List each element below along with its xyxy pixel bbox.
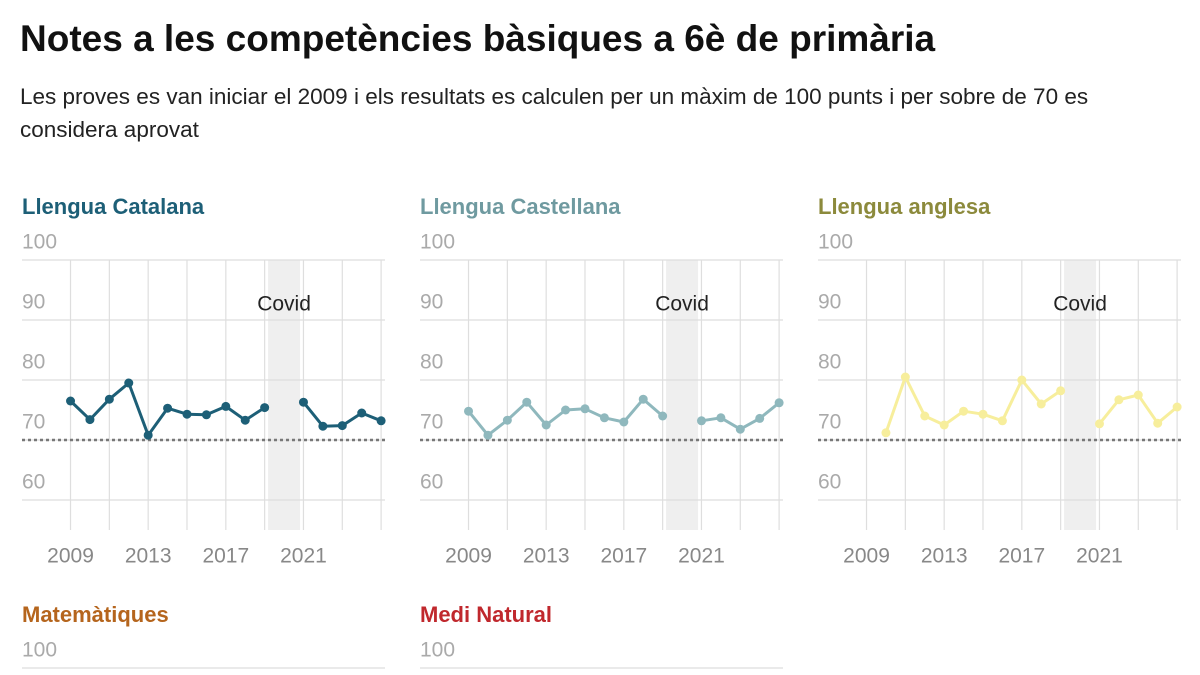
point xyxy=(939,420,949,430)
point xyxy=(66,396,76,406)
point xyxy=(900,372,910,382)
point xyxy=(735,424,745,434)
point xyxy=(1036,399,1046,409)
point xyxy=(561,405,571,415)
header: Notes a les competències bàsiques a 6è d… xyxy=(20,18,1130,146)
point xyxy=(920,411,930,421)
point xyxy=(143,430,153,440)
point xyxy=(1153,418,1163,428)
point xyxy=(483,430,493,440)
x-tick-label: 2009 xyxy=(445,545,492,568)
y-tick-label: 60 xyxy=(22,471,45,494)
annotation: Covid xyxy=(257,293,311,316)
y-tick-label: 100 xyxy=(22,231,57,254)
point xyxy=(104,394,114,404)
point xyxy=(318,421,328,431)
y-tick-label: 100 xyxy=(420,231,455,254)
point xyxy=(755,413,765,423)
x-tick-label: 2021 xyxy=(1076,545,1123,568)
y-tick-label: 100 xyxy=(22,639,57,662)
y-tick-label: 90 xyxy=(420,291,443,314)
point xyxy=(619,417,629,427)
x-tick-label: 2013 xyxy=(921,545,968,568)
y-tick-label: 100 xyxy=(420,639,455,662)
point xyxy=(1133,390,1143,400)
y-tick-label: 60 xyxy=(818,471,841,494)
point xyxy=(376,416,386,426)
x-tick-label: 2009 xyxy=(843,545,890,568)
point xyxy=(997,416,1007,426)
point xyxy=(240,415,250,425)
y-tick-label: 80 xyxy=(22,351,45,374)
y-tick-label: 70 xyxy=(818,411,841,434)
y-tick-label: 60 xyxy=(420,471,443,494)
point xyxy=(1056,386,1066,396)
y-tick-label: 80 xyxy=(420,351,443,374)
y-tick-label: 100 xyxy=(818,231,853,254)
point xyxy=(124,378,134,388)
y-tick-label: 70 xyxy=(420,411,443,434)
point xyxy=(163,403,173,413)
point xyxy=(1172,402,1182,412)
point xyxy=(541,420,551,430)
x-tick-label: 2017 xyxy=(600,545,647,568)
point xyxy=(881,428,891,438)
y-tick-label: 90 xyxy=(22,291,45,314)
point xyxy=(298,397,308,407)
x-tick-label: 2021 xyxy=(678,545,725,568)
panel-title: Llengua anglesa xyxy=(818,194,991,219)
x-tick-label: 2017 xyxy=(998,545,1045,568)
point xyxy=(464,406,474,416)
point xyxy=(658,411,668,421)
point xyxy=(1017,375,1027,385)
x-tick-label: 2021 xyxy=(280,545,327,568)
point xyxy=(1094,419,1104,429)
x-tick-label: 2017 xyxy=(202,545,249,568)
point xyxy=(580,404,590,414)
point xyxy=(978,409,988,419)
point xyxy=(959,406,969,416)
point xyxy=(182,409,192,419)
point xyxy=(337,421,347,431)
panel-title: Matemàtiques xyxy=(22,602,169,627)
point xyxy=(357,408,367,418)
panel-title: Llengua Castellana xyxy=(420,194,621,219)
point xyxy=(599,413,609,423)
annotation: Covid xyxy=(655,293,709,316)
y-tick-label: 80 xyxy=(818,351,841,374)
panel-title: Medi Natural xyxy=(420,602,552,627)
x-tick-label: 2009 xyxy=(47,545,94,568)
x-tick-label: 2013 xyxy=(125,545,172,568)
point xyxy=(260,403,270,413)
series-line xyxy=(884,375,1179,434)
point xyxy=(502,415,512,425)
y-tick-label: 90 xyxy=(818,291,841,314)
point xyxy=(774,398,784,408)
point xyxy=(638,394,648,404)
title: Notes a les competències bàsiques a 6è d… xyxy=(20,18,936,59)
annotation: Covid xyxy=(1053,293,1107,316)
covid-band xyxy=(268,260,301,530)
point xyxy=(696,416,706,426)
y-tick-label: 70 xyxy=(22,411,45,434)
panel-title: Llengua Catalana xyxy=(22,194,205,219)
point xyxy=(221,401,231,411)
covid-band xyxy=(1064,260,1097,530)
x-tick-label: 2013 xyxy=(523,545,570,568)
covid-band xyxy=(666,260,699,530)
point xyxy=(85,415,95,425)
subtitle: Les proves es van iniciar el 2009 i els … xyxy=(20,84,1089,142)
point xyxy=(716,413,726,423)
point xyxy=(522,397,532,407)
point xyxy=(1114,395,1124,405)
point xyxy=(201,410,211,420)
